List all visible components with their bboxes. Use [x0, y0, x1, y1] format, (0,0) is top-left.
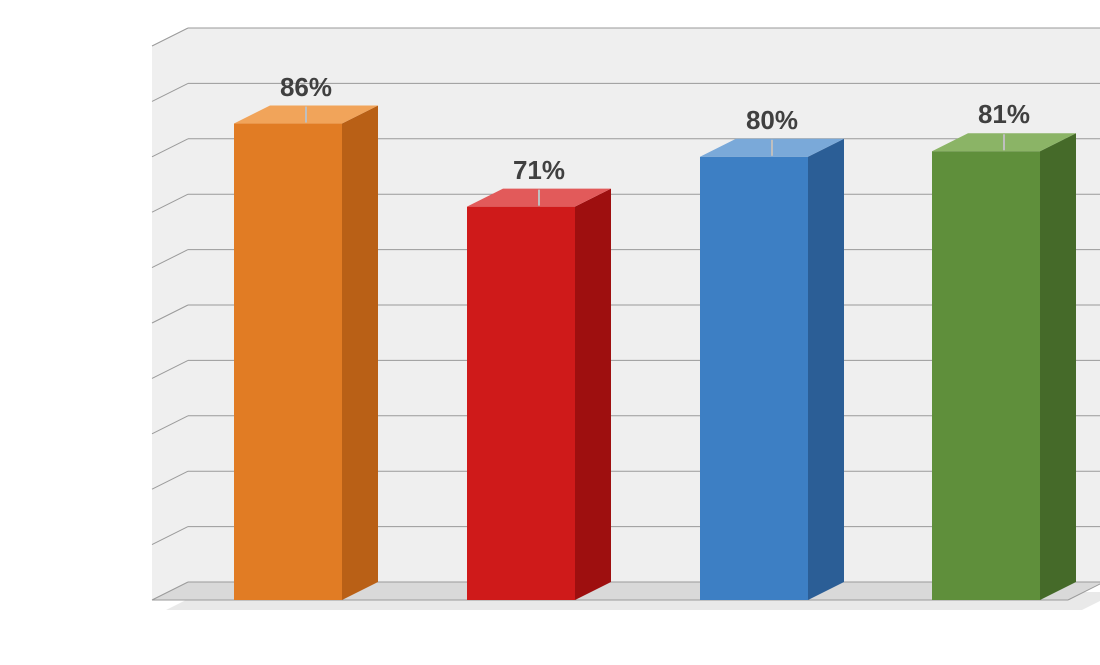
chart-canvas [0, 0, 1100, 660]
bar-label-2: 80% [712, 105, 832, 136]
bar-label-1: 71% [479, 155, 599, 186]
bar-chart-3d: 86% 71% 80% 81% [0, 0, 1100, 660]
bar-label-0: 86% [246, 72, 366, 103]
bar-label-3: 81% [944, 99, 1064, 130]
